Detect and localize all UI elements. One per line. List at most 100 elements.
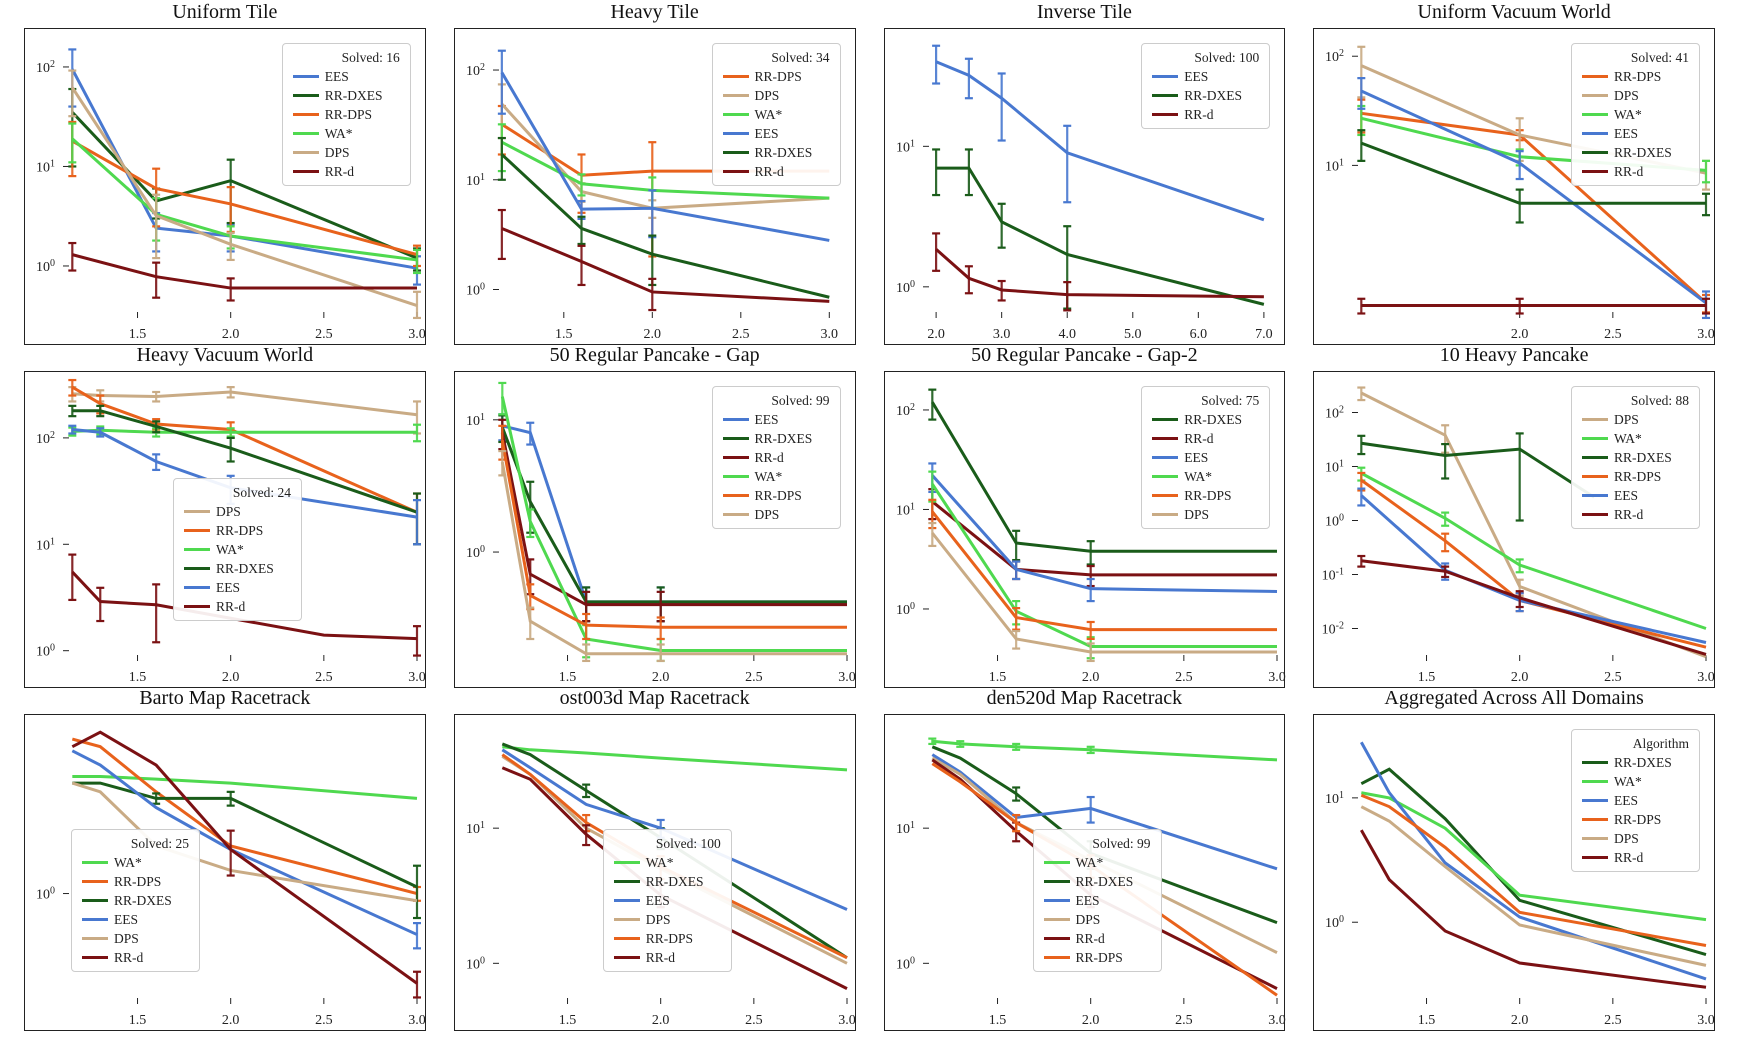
line-series-WA: [932, 741, 1277, 760]
legend-label-RRDXES: RR-DXES: [755, 429, 830, 448]
legend-swatch-RRd: [723, 456, 749, 459]
svg-text:1.5: 1.5: [988, 670, 1006, 685]
svg-text:2.5: 2.5: [315, 1013, 333, 1028]
legend-label-RRDXES: RR-DXES: [755, 143, 830, 162]
legend-item-RRDXES: RR-DXES: [82, 891, 189, 910]
svg-text:2.0: 2.0: [1511, 670, 1529, 685]
legend-item-WA: WA*: [723, 105, 830, 124]
legend-swatch-DPS: [293, 151, 319, 154]
legend-swatch-EES: [1582, 494, 1608, 497]
legend-swatch-RRDXES: [1582, 761, 1608, 764]
legend-swatch-WA: [1582, 113, 1608, 116]
chart-title-2: Inverse Tile: [885, 1, 1285, 24]
chart-title-0: Uniform Tile: [25, 1, 425, 24]
legend-swatch-DPS: [1582, 418, 1608, 421]
svg-text:1.5: 1.5: [129, 327, 147, 342]
legend-label-EES: EES: [1076, 891, 1151, 910]
svg-text:2.5: 2.5: [1175, 670, 1193, 685]
svg-text:2.0: 2.0: [222, 327, 240, 342]
legend-swatch-RRDXES: [1582, 456, 1608, 459]
svg-text:3.0: 3.0: [1698, 670, 1716, 685]
legend-header-0: Solved: 16: [293, 48, 400, 67]
legend-label-RRDXES: RR-DXES: [114, 891, 189, 910]
svg-text:101: 101: [466, 411, 485, 429]
chart-panel-6: 50 Regular Pancake - Gap-2 100 101 102 1.5 2.…: [884, 371, 1286, 688]
legend-label-DPS: DPS: [1184, 505, 1259, 524]
legend-swatch-WA: [1044, 861, 1070, 864]
chart-panel-7: 10 Heavy Pancake 10-2 10-1 100 101 102 1.5 2.0 2…: [1313, 371, 1715, 688]
legend-header-9: Solved: 100: [614, 834, 721, 853]
svg-text:101: 101: [36, 536, 55, 554]
chart-title-1: Heavy Tile: [455, 1, 855, 24]
legend-label-EES: EES: [1614, 486, 1689, 505]
legend-swatch-RRd: [1044, 937, 1070, 940]
plot-area-11: 100 101 1.5 2.0 2.5 3.0 Algorithm RR-DXES WA* EES…: [1352, 723, 1706, 1004]
legend-label-RRDPS: RR-DPS: [216, 521, 291, 540]
svg-text:100: 100: [466, 544, 485, 562]
legend-swatch-RRDXES: [1044, 880, 1070, 883]
chart-legend-10: Solved: 99 WA* RR-DXES EES DPS RR-d RR-DPS: [1033, 829, 1162, 972]
chart-title-7: 10 Heavy Pancake: [1314, 344, 1714, 367]
svg-text:3.0: 3.0: [1698, 1013, 1716, 1028]
legend-swatch-DPS: [1044, 918, 1070, 921]
svg-text:2.5: 2.5: [1604, 670, 1622, 685]
chart-panel-9: ost003d Map Racetrack 100 101 1.5 2.0 2.5 3.0 S…: [454, 714, 856, 1031]
legend-item-RRDXES: RR-DXES: [1582, 753, 1689, 772]
legend-item-RRd: RR-d: [723, 162, 830, 181]
chart-legend-3: Solved: 41 RR-DPS DPS WA* EES RR-DXES RR-d: [1571, 43, 1700, 186]
plot-area-6: 100 101 102 1.5 2.0 2.5 3.0 Solved: 75 RR-DXES RR…: [923, 380, 1277, 661]
chart-legend-8: Solved: 25 WA* RR-DPS RR-DXES EES DPS RR-d: [71, 829, 200, 972]
legend-swatch-WA: [293, 132, 319, 135]
legend-label-EES: EES: [114, 910, 189, 929]
legend-item-RRd: RR-d: [1582, 505, 1689, 524]
legend-swatch-RRDPS: [1044, 956, 1070, 959]
chart-legend-11: Algorithm RR-DXES WA* EES RR-DPS DPS RR-d: [1571, 729, 1700, 872]
chart-panel-5: 50 Regular Pancake - Gap 100 101 1.5 2.0 2.5 3…: [454, 371, 856, 688]
legend-item-RRd: RR-d: [1152, 105, 1259, 124]
legend-item-RRDXES: RR-DXES: [723, 429, 830, 448]
legend-swatch-RRDPS: [184, 529, 210, 532]
legend-label-RRDPS: RR-DPS: [1184, 486, 1259, 505]
legend-label-DPS: DPS: [755, 505, 830, 524]
legend-label-RRDPS: RR-DPS: [1076, 948, 1151, 967]
legend-swatch-EES: [1044, 899, 1070, 902]
svg-text:101: 101: [1325, 458, 1344, 476]
chart-panel-0: Uniform Tile 100 101 102 1.5 2.0 2.5 3.0 Solved:…: [24, 28, 426, 345]
legend-label-RRd: RR-d: [1076, 929, 1151, 948]
plot-area-0: 100 101 102 1.5 2.0 2.5 3.0 Solved: 16 EES RR-DXE…: [63, 37, 417, 318]
svg-text:1.5: 1.5: [559, 670, 577, 685]
svg-text:3.0: 3.0: [992, 327, 1010, 342]
svg-text:100: 100: [466, 281, 485, 299]
legend-label-RRDPS: RR-DPS: [755, 486, 830, 505]
svg-text:100: 100: [36, 257, 55, 275]
legend-item-RRDPS: RR-DPS: [723, 486, 830, 505]
plot-area-10: 100 101 1.5 2.0 2.5 3.0 Solved: 99 WA* RR-DXES EE…: [923, 723, 1277, 1004]
legend-swatch-EES: [82, 918, 108, 921]
svg-text:1.5: 1.5: [1418, 670, 1436, 685]
legend-item-DPS: DPS: [614, 910, 721, 929]
legend-header-1: Solved: 34: [723, 48, 830, 67]
legend-label-RRDXES: RR-DXES: [325, 86, 400, 105]
legend-label-RRDXES: RR-DXES: [1614, 753, 1689, 772]
chart-grid: Uniform Tile 100 101 102 1.5 2.0 2.5 3.0 Solved:…: [10, 10, 1729, 1039]
line-series-WA: [72, 430, 417, 432]
svg-text:101: 101: [1325, 789, 1344, 807]
legend-item-DPS: DPS: [1582, 86, 1689, 105]
svg-text:3.0: 3.0: [838, 1013, 856, 1028]
svg-text:1.5: 1.5: [129, 670, 147, 685]
legend-item-RRDPS: RR-DPS: [293, 105, 400, 124]
legend-swatch-EES: [1152, 75, 1178, 78]
legend-label-WA: WA*: [1184, 467, 1259, 486]
legend-header-4: Solved: 24: [184, 483, 291, 502]
legend-item-RRDPS: RR-DPS: [1152, 486, 1259, 505]
legend-swatch-RRd: [1152, 437, 1178, 440]
legend-label-DPS: DPS: [325, 143, 400, 162]
legend-item-DPS: DPS: [723, 86, 830, 105]
svg-text:4.0: 4.0: [1058, 327, 1076, 342]
svg-text:2.0: 2.0: [222, 1013, 240, 1028]
legend-swatch-DPS: [723, 94, 749, 97]
legend-item-RRDPS: RR-DPS: [614, 929, 721, 948]
legend-item-WA: WA*: [184, 540, 291, 559]
chart-title-9: ost003d Map Racetrack: [455, 687, 855, 710]
legend-item-EES: EES: [1044, 891, 1151, 910]
